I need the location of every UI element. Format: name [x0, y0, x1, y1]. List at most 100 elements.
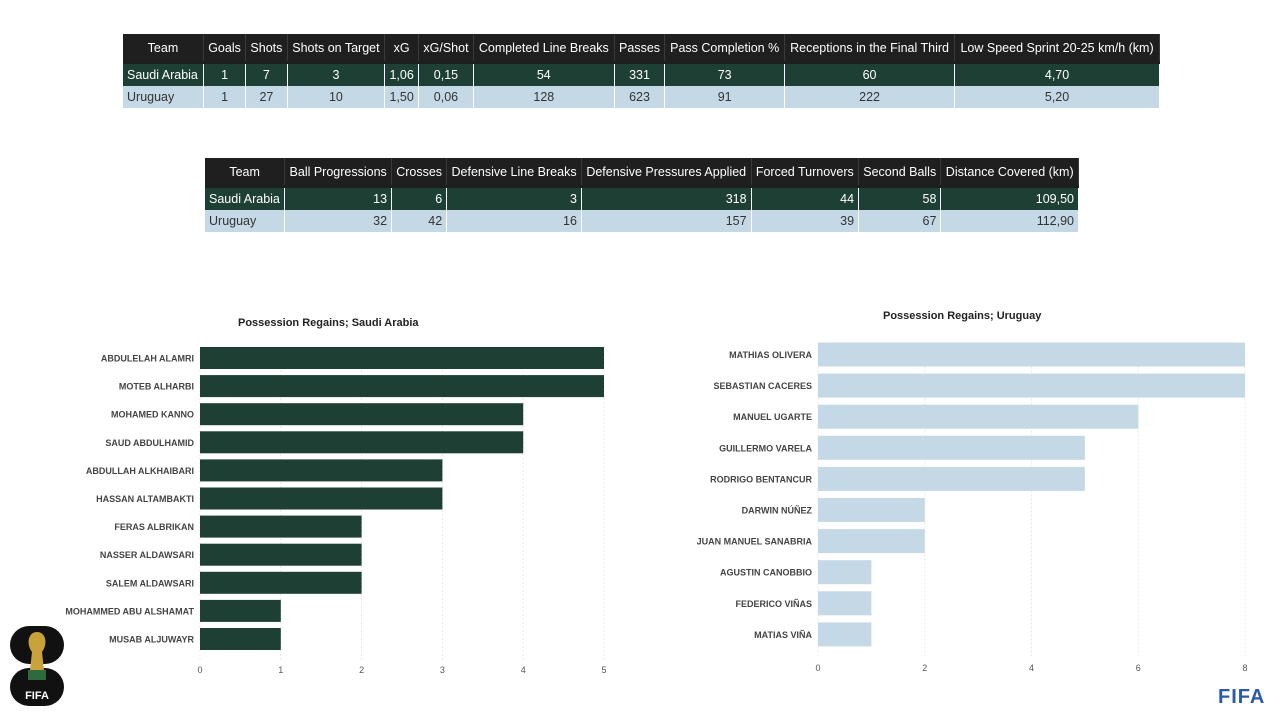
bar [200, 571, 362, 594]
column-header: Low Speed Sprint 20-25 km/h (km) [954, 34, 1160, 63]
column-header: Crosses [391, 158, 448, 187]
category-label: JUAN MANUEL SANABRIA [697, 537, 813, 547]
table-cell: 1,06 [384, 61, 420, 86]
fifa-logo: FIFA [1218, 686, 1266, 708]
table-cell: 623 [614, 86, 666, 108]
table-cell: 222 [784, 86, 956, 108]
logo-left-text: FIFA [25, 690, 49, 702]
table-cell: 27 [245, 86, 288, 108]
table-row: Saudi Arabia 1 7 3 1,06 0,15 54 331 73 60 4,70 [123, 61, 1160, 86]
column-header: Team [123, 34, 204, 63]
category-label: MUSAB ALJUWAYR [109, 635, 194, 645]
bar [818, 373, 1245, 398]
table-cell: 1 [203, 61, 247, 86]
bar [818, 342, 1245, 367]
table-header-row: Team Ball Progressions Crosses Defensive Li… [205, 158, 1079, 187]
category-label: ABDULELAH ALAMRI [101, 354, 194, 364]
category-label: HASSAN ALTAMBAKTI [96, 494, 194, 504]
category-label: AGUSTIN CANOBBIO [720, 568, 812, 578]
x-tick-label: 8 [1242, 663, 1247, 673]
table-row: Saudi Arabia 13 6 3 318 44 58 109,50 [205, 185, 1079, 210]
table-cell: 3 [287, 61, 386, 86]
category-label: ABDULLAH ALKHAIBARI [86, 466, 194, 476]
category-label: NASSER ALDAWSARI [100, 550, 194, 560]
x-tick-label: 1 [278, 665, 283, 675]
column-header: Distance Covered (km) [940, 158, 1079, 187]
bar [818, 622, 872, 647]
column-header: Passes [614, 34, 666, 63]
table-cell: Saudi Arabia [123, 61, 204, 86]
x-tick-label: 4 [1029, 663, 1034, 673]
table-cell: 42 [391, 210, 448, 232]
bar [818, 435, 1085, 460]
category-label: SAUD ABDULHAMID [105, 438, 194, 448]
category-label: RODRIGO BENTANCUR [710, 474, 812, 484]
column-header: Pass Completion % [664, 34, 785, 63]
category-label: MATHIAS OLIVERA [729, 350, 812, 360]
column-header: Second Balls [858, 158, 942, 187]
bar [818, 560, 872, 585]
table-cell: 0,06 [418, 86, 474, 108]
table-row: Uruguay 1 27 10 1,50 0,06 128 623 91 222 5,20 [123, 86, 1160, 108]
bar [200, 543, 362, 566]
defensive-stats-table: Team Ball Progressions Crosses Defensive Li… [205, 158, 1079, 232]
category-label: SEBASTIAN CACERES [713, 381, 812, 391]
x-tick-label: 6 [1136, 663, 1141, 673]
bar [818, 404, 1139, 429]
table-cell: 0,15 [418, 61, 474, 86]
table-cell: 16 [446, 210, 582, 232]
table-header-row: Team Goals Shots Shots on Target xG xG/Shot Co… [123, 34, 1160, 63]
table-row: Uruguay 32 42 16 157 39 67 112,90 [205, 210, 1079, 232]
column-header: Goals [203, 34, 247, 63]
column-header: Shots on Target [287, 34, 386, 63]
x-tick-label: 0 [197, 665, 202, 675]
category-label: MOHAMMED ABU ALSHAMAT [65, 606, 194, 616]
column-header: xG [384, 34, 420, 63]
category-label: MOTEB ALHARBI [119, 382, 194, 392]
table-cell: 109,50 [940, 185, 1079, 210]
category-label: DARWIN NÚÑEZ [742, 505, 813, 516]
bar [200, 515, 362, 538]
table-cell: 6 [391, 185, 448, 210]
table-cell: 13 [284, 185, 393, 210]
table-cell: 1 [203, 86, 247, 108]
column-header: Receptions in the Final Third [784, 34, 956, 63]
category-label: SALEM ALDAWSARI [106, 578, 194, 588]
bar [818, 591, 872, 616]
category-label: GUILLERMO VARELA [719, 443, 812, 453]
x-tick-label: 2 [922, 663, 927, 673]
column-header: Ball Progressions [284, 158, 393, 187]
table-cell: 1,50 [384, 86, 420, 108]
table-cell: 10 [287, 86, 386, 108]
bar [200, 347, 604, 369]
table-cell: 39 [751, 210, 860, 232]
x-tick-label: 5 [601, 665, 606, 675]
table-cell: 157 [581, 210, 752, 232]
world-cup-trophy-icon: FIFA [10, 626, 64, 706]
table-cell: Uruguay [205, 210, 286, 232]
bar [818, 529, 925, 554]
attacking-stats-table: Team Goals Shots Shots on Target xG xG/Shot Co… [123, 34, 1160, 108]
column-header: Defensive Line Breaks [446, 158, 582, 187]
table-cell: 318 [581, 185, 752, 210]
table-cell: 54 [473, 61, 615, 86]
table-cell: Saudi Arabia [205, 185, 286, 210]
table-cell: Uruguay [123, 86, 204, 108]
bar [200, 459, 443, 482]
bar [200, 403, 524, 426]
table-cell: 67 [858, 210, 942, 232]
table-cell: 3 [446, 185, 582, 210]
table-cell: 32 [284, 210, 393, 232]
chart-title-saudi-arabia: Possession Regains; Saudi Arabia [238, 317, 419, 329]
bar [818, 466, 1085, 491]
table-cell: 58 [858, 185, 942, 210]
bar [200, 375, 604, 398]
table-cell: 91 [664, 86, 785, 108]
category-label: MATIAS VIÑA [754, 630, 812, 640]
x-tick-label: 3 [440, 665, 445, 675]
column-header: Shots [245, 34, 288, 63]
table-cell: 5,20 [954, 86, 1160, 108]
world-cup-2026-logo: FIFA [8, 624, 66, 708]
column-header: Defensive Pressures Applied [581, 158, 752, 187]
